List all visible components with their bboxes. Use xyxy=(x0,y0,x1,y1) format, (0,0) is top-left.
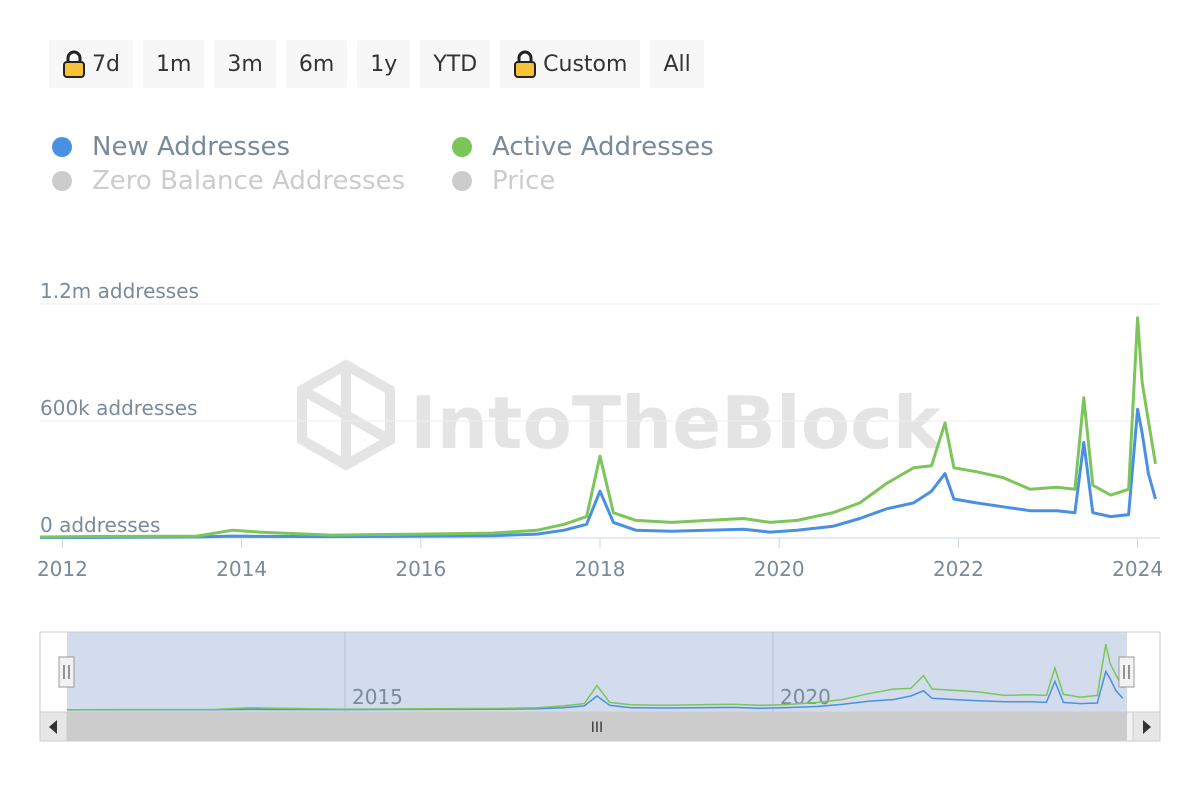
watermark: IntoTheBlock xyxy=(297,359,943,471)
legend-label: Price xyxy=(492,166,556,196)
range-button-label: 1m xyxy=(155,51,192,77)
x-tick-label: 2022 xyxy=(933,557,984,581)
range-button-label: 1y xyxy=(370,51,398,77)
range-button-label: Custom xyxy=(543,51,628,77)
range-button-ytd[interactable]: YTD xyxy=(420,40,491,88)
series-lines xyxy=(39,316,1157,540)
series-line-new-addresses[interactable] xyxy=(39,407,1157,540)
range-button-1m[interactable]: 1m xyxy=(142,40,205,88)
navigator-label: 2015 xyxy=(352,685,403,709)
scrollbar-grip: III xyxy=(591,720,603,736)
range-button-custom[interactable]: Custom xyxy=(500,40,641,88)
y-axis-labels: 0 addresses 600k addresses 1.2m addresses xyxy=(40,279,199,537)
range-button-label: YTD xyxy=(433,51,478,77)
x-tick-label: 2012 xyxy=(37,557,88,581)
navigator-series xyxy=(66,643,1124,711)
watermark-logo-icon xyxy=(297,359,395,471)
legend-item-active-addresses[interactable]: Active Addresses xyxy=(452,132,714,162)
navigator-line-active-addresses xyxy=(66,643,1124,711)
range-button-6m[interactable]: 6m xyxy=(285,40,348,88)
lock-icon xyxy=(513,50,537,78)
range-button-all[interactable]: All xyxy=(650,40,704,88)
x-tick-label: 2020 xyxy=(754,557,805,581)
legend-item-new-addresses[interactable]: New Addresses xyxy=(52,132,290,162)
navigator-handle-left[interactable] xyxy=(58,656,75,688)
legend-item-price[interactable]: Price xyxy=(452,166,555,196)
range-selector: 7d 1m 3m 6m 1y YTD Custom All xyxy=(49,40,704,88)
legend-label: Zero Balance Addresses xyxy=(92,166,406,196)
navigator: 2015 2020 III xyxy=(39,631,1161,742)
x-tick-label: 2014 xyxy=(216,557,267,581)
x-tick-label: 2024 xyxy=(1112,557,1163,581)
y-tick-label: 1.2m addresses xyxy=(40,279,199,303)
range-button-label: 7d xyxy=(92,51,120,77)
legend-label: Active Addresses xyxy=(492,132,714,162)
scroll-right-arrow-icon[interactable] xyxy=(1132,711,1161,742)
range-button-label: 6m xyxy=(298,51,335,77)
range-button-label: 3m xyxy=(227,51,263,77)
legend-dot-icon xyxy=(452,171,472,191)
scrollbar[interactable]: III xyxy=(39,711,1161,742)
range-button-label: All xyxy=(663,51,691,77)
x-tick-label: 2018 xyxy=(575,557,626,581)
y-tick-label: 600k addresses xyxy=(40,396,197,420)
lock-icon xyxy=(62,50,86,78)
scrollbar-thumb[interactable] xyxy=(67,712,1127,741)
series-line-active-addresses[interactable] xyxy=(39,316,1157,539)
legend-item-zero-balance-addresses[interactable]: Zero Balance Addresses xyxy=(52,166,405,196)
range-button-7d[interactable]: 7d xyxy=(49,40,133,88)
x-axis: 2012 2014 2016 2018 2020 2022 2024 xyxy=(37,538,1163,581)
gridlines xyxy=(40,303,1160,422)
y-tick-label: 0 addresses xyxy=(40,513,160,537)
range-button-1y[interactable]: 1y xyxy=(357,40,411,88)
main-chart: IntoTheBlock 0 addresses 600k addresses 1.… xyxy=(37,279,1163,581)
legend-label: New Addresses xyxy=(92,132,291,162)
x-tick-label: 2016 xyxy=(395,557,446,581)
legend-dot-icon xyxy=(452,137,472,157)
navigator-handle-right[interactable] xyxy=(1118,656,1135,688)
watermark-text: IntoTheBlock xyxy=(410,381,943,465)
scroll-left-arrow-icon[interactable] xyxy=(39,711,68,742)
legend-dot-icon xyxy=(52,171,72,191)
range-button-3m[interactable]: 3m xyxy=(214,40,276,88)
legend-dot-icon xyxy=(52,137,72,157)
